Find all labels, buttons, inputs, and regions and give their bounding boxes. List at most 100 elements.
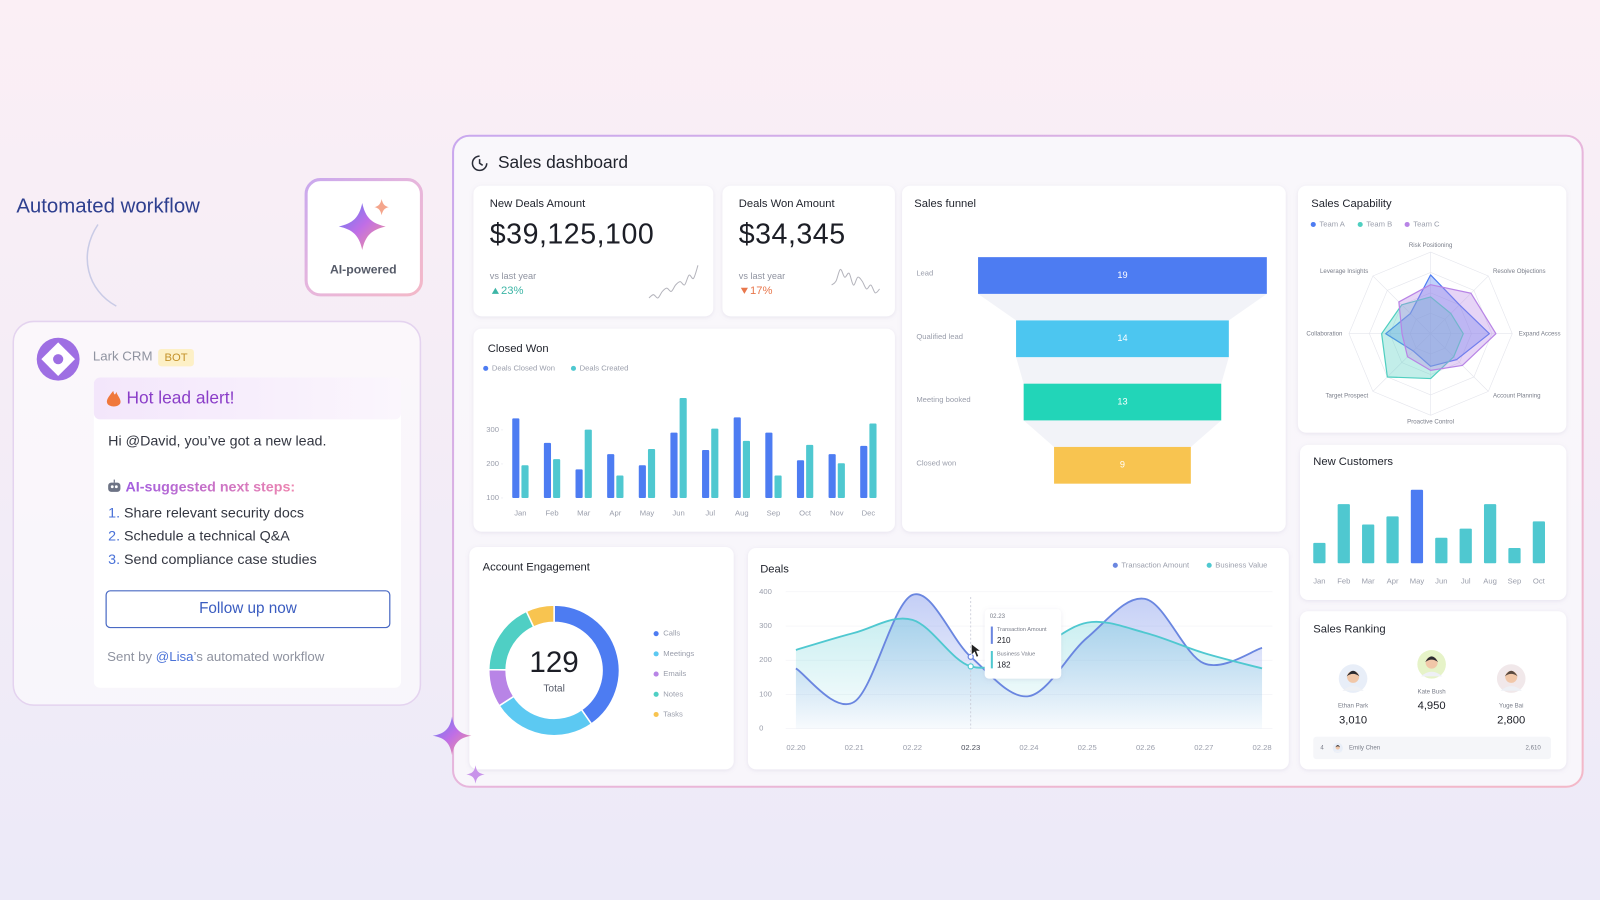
radar-area xyxy=(1385,274,1490,367)
funnel-connector xyxy=(1016,357,1229,384)
avatar-hair xyxy=(1504,670,1518,677)
legend-swatch xyxy=(1404,221,1410,228)
radar-axis-label: Risk Positioning xyxy=(1409,242,1452,249)
legend-swatch xyxy=(653,651,659,657)
tooltip-value: 210 xyxy=(997,636,1011,645)
kpi-change: 23% xyxy=(501,285,523,297)
bar xyxy=(869,423,877,498)
kpi-value: $39,125,100 xyxy=(490,218,654,250)
radar-axis-label: Account Planning xyxy=(1493,393,1541,400)
kpi-title: New Deals Amount xyxy=(490,198,586,210)
x-tick-label: Oct xyxy=(1533,577,1546,586)
donut-segment xyxy=(525,604,555,629)
y-tick-label: 100 xyxy=(759,689,772,698)
footer-suffix: ’s automated workflow xyxy=(194,649,325,664)
y-tick-label: 200 xyxy=(759,655,772,664)
sparkline xyxy=(648,265,699,299)
x-tick-label: Jun xyxy=(1435,577,1447,586)
step-number: 1. xyxy=(108,505,120,521)
legend-swatch xyxy=(1357,221,1363,228)
bar xyxy=(512,418,520,498)
funnel-label: Lead xyxy=(916,268,933,277)
chart-title: Sales Capability xyxy=(1311,198,1392,210)
alert-title: Hot lead alert! xyxy=(127,388,235,408)
radar-axis-label: Expand Access xyxy=(1519,330,1561,337)
bar xyxy=(1410,489,1424,564)
legend-swatch xyxy=(653,691,659,697)
bar xyxy=(774,475,782,498)
kpi-title: Deals Won Amount xyxy=(739,198,836,210)
app-logo xyxy=(41,342,75,377)
radar-axis-label: Collaboration xyxy=(1306,330,1342,337)
radar-spoke xyxy=(1372,333,1431,392)
radar-axis-label: Proactive Control xyxy=(1407,418,1454,425)
bar xyxy=(670,432,678,498)
bot-tag-label: BOT xyxy=(164,352,187,364)
chart-title: Account Engagement xyxy=(483,561,591,573)
step-number: 2. xyxy=(108,529,120,545)
avatar-hair xyxy=(1425,656,1439,663)
y-tick-label: 200 xyxy=(486,459,499,468)
tooltip-swatch xyxy=(990,626,993,644)
sparkle-decoration xyxy=(466,765,485,784)
trend-arrow xyxy=(491,287,499,294)
card-title: Sales Ranking xyxy=(1313,624,1385,636)
x-tick-label: 02.26 xyxy=(1136,743,1155,752)
follow-up-button[interactable]: Follow up now xyxy=(105,590,391,629)
avatar-body xyxy=(1500,686,1522,691)
bar xyxy=(1483,504,1497,564)
y-tick-label: 400 xyxy=(759,587,772,596)
bar xyxy=(521,465,529,498)
ranking-value: 2,610 xyxy=(1526,745,1542,752)
bar xyxy=(1386,516,1399,564)
ranking-name: Ethan Park xyxy=(1338,703,1369,710)
x-tick-label: 02.24 xyxy=(1019,743,1039,752)
legend-label: Emails xyxy=(663,669,686,678)
kpi-compare: vs last year xyxy=(739,271,785,281)
avatar-hair xyxy=(1346,670,1360,677)
tooltip-title: 02.23 xyxy=(990,613,1006,620)
bar xyxy=(575,469,583,498)
tooltip-name: Business Value xyxy=(997,652,1035,658)
bar xyxy=(647,448,656,498)
legend-label: Deals Closed Won xyxy=(492,363,555,372)
x-tick-label: May xyxy=(1410,577,1425,586)
footer-mention[interactable]: @Lisa xyxy=(156,649,194,664)
funnel-bar xyxy=(1016,320,1229,358)
funnel-label: Closed won xyxy=(916,458,956,467)
x-tick-label: Jun xyxy=(672,508,684,517)
dashboard-title: Sales dashboard xyxy=(498,152,628,172)
ranking-row xyxy=(1313,736,1552,760)
bar xyxy=(1508,547,1521,564)
bar xyxy=(1313,542,1326,564)
radar-area xyxy=(1381,296,1464,380)
sparkle-decoration xyxy=(432,716,472,756)
bar xyxy=(1362,524,1375,564)
legend-swatch xyxy=(1310,221,1316,228)
bar xyxy=(584,429,592,498)
step: 3. Send compliance case studies xyxy=(108,552,317,568)
funnel-value: 13 xyxy=(1117,396,1127,406)
funnel-bar xyxy=(978,257,1267,294)
x-tick-label: 02.25 xyxy=(1078,743,1097,752)
x-tick-label: Sep xyxy=(1508,577,1522,586)
radar-axis-label: Resolve Objections xyxy=(1493,268,1546,275)
greeting: Hi @David, you’ve got a new lead. xyxy=(108,434,326,450)
funnel-value: 9 xyxy=(1120,460,1125,470)
ai-sparkle-small xyxy=(374,198,389,216)
chart-title: Sales funnel xyxy=(914,198,976,210)
x-tick-label: Mar xyxy=(577,508,591,517)
button-label[interactable]: Follow up now xyxy=(199,600,298,617)
ai-badge-label: AI-powered xyxy=(330,263,397,277)
bar xyxy=(796,460,805,498)
bar xyxy=(1459,528,1472,564)
x-tick-label: 02.28 xyxy=(1252,743,1271,752)
y-tick-label: 0 xyxy=(759,724,763,733)
legend-label: Transaction Amount xyxy=(1121,560,1190,569)
x-tick-label: Jan xyxy=(514,508,526,517)
x-tick-label: Aug xyxy=(735,508,749,517)
button-frame[interactable] xyxy=(105,590,391,629)
legend-label: Notes xyxy=(663,689,683,698)
